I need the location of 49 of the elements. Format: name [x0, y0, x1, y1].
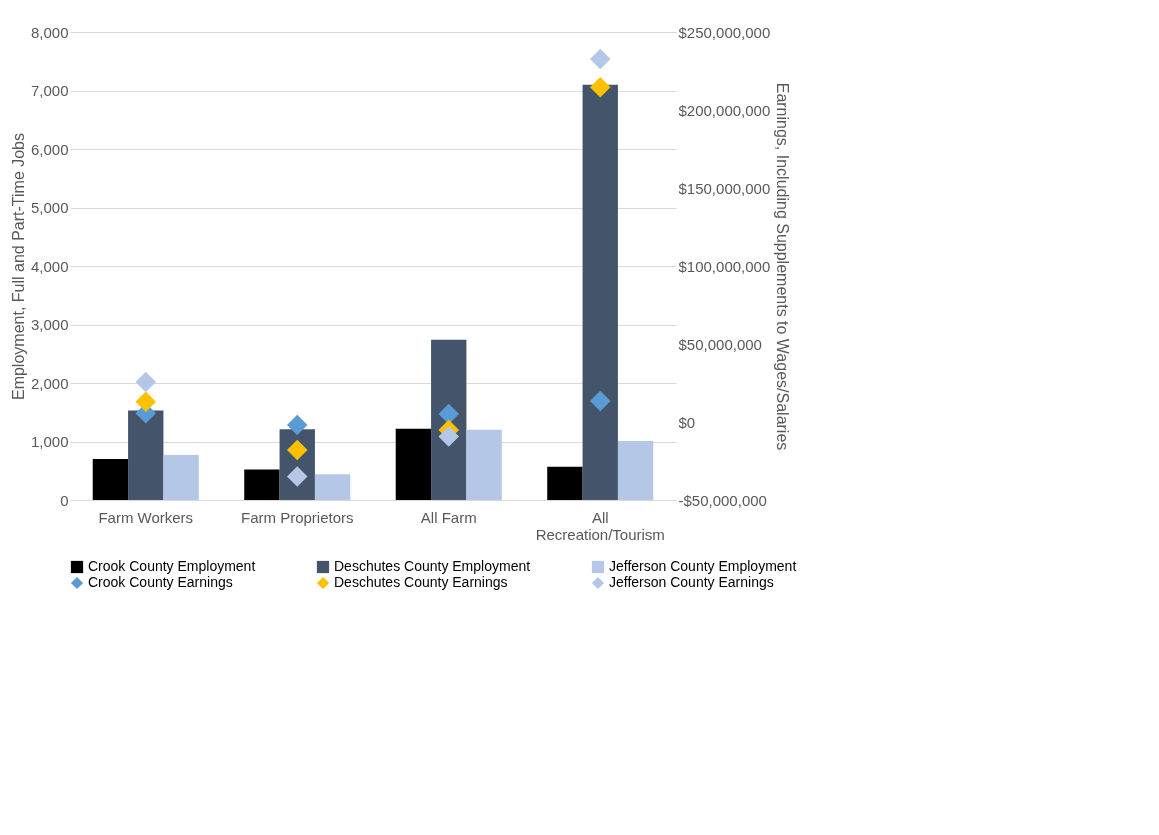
y-tick-label: 0: [60, 491, 69, 509]
point: [135, 371, 156, 393]
y2-tick-label: $150,000,000: [678, 179, 771, 197]
bar: [395, 428, 432, 500]
y2-tick-label: -$50,000,000: [678, 491, 767, 509]
bar: [163, 454, 199, 500]
y-tick-label: 1,000: [30, 433, 69, 450]
legend-label: Deschutes County Earnings: [334, 574, 508, 590]
y-axis-title: Employment, Full and Part-Time Jobs: [9, 132, 27, 401]
x-tick-label: All Farm: [420, 508, 477, 526]
bar: [431, 339, 467, 500]
legend-label: Crook County Earnings: [88, 574, 233, 590]
bar: [617, 440, 654, 500]
x-tick-label: Farm Workers: [98, 508, 194, 526]
y-tick-label: 4,000: [30, 257, 69, 275]
y-tick-label: 2,000: [30, 374, 69, 392]
y2-tick-label: $0: [678, 413, 696, 431]
bar: [244, 469, 280, 500]
y-tick-label: 3,000: [30, 316, 69, 333]
point: [590, 48, 611, 70]
bar: [128, 410, 164, 500]
point: [287, 466, 308, 487]
y-tick-label: 6,000: [30, 140, 69, 158]
point: [287, 439, 308, 461]
y-tick-label: 8,000: [30, 23, 69, 41]
point: [135, 391, 156, 412]
legend-label: Jefferson County Earnings: [609, 574, 774, 590]
y2-tick-label: $250,000,000: [678, 23, 771, 41]
bar: [582, 84, 618, 500]
bar: [466, 429, 502, 500]
y2-axis-title: Earnings, Including Supplements to Wages/Salaries: [774, 82, 792, 451]
point: [590, 390, 611, 412]
point: [438, 426, 459, 447]
y2-tick-label: $50,000,000: [678, 335, 762, 353]
bar: [92, 459, 129, 500]
y-tick-label: 7,000: [30, 82, 69, 99]
y2-tick-label: $100,000,000: [678, 257, 771, 275]
point: [287, 414, 308, 436]
y2-tick-label: $200,000,000: [678, 101, 771, 119]
point: [438, 403, 459, 425]
legend-label: Crook County Employment: [88, 558, 256, 574]
bar: [314, 474, 351, 500]
bar: [547, 466, 583, 500]
point: [590, 76, 611, 98]
x-tick-label: Farm Proprietors: [240, 508, 354, 526]
x-tick-label: All Recreation/Tourism: [535, 508, 665, 543]
y-tick-label: 5,000: [30, 199, 69, 216]
legend-label: Deschutes County Employment: [334, 558, 531, 574]
legend-label: Jefferson County Employment: [609, 558, 797, 574]
